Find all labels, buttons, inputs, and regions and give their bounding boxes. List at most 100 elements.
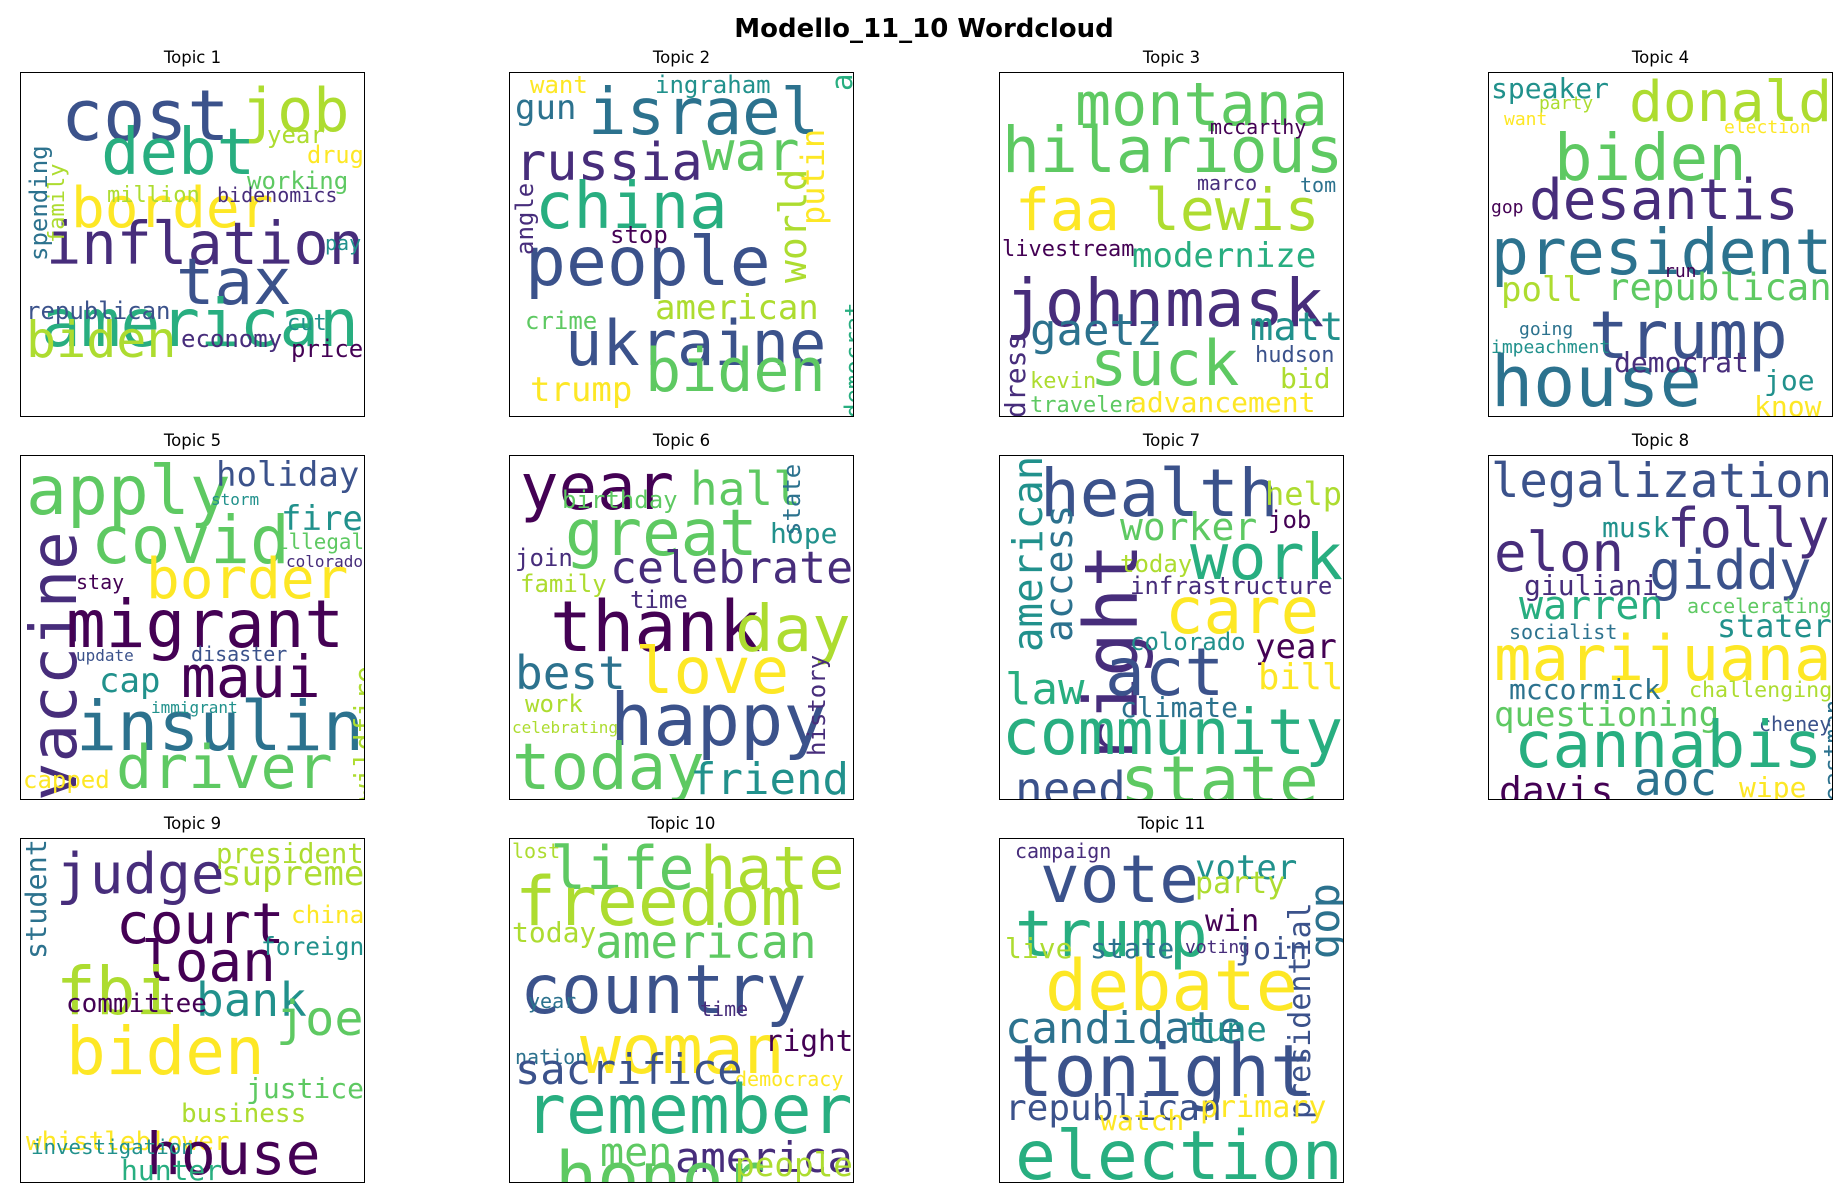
word-maui: maui — [181, 643, 321, 711]
word-hall: hall — [690, 462, 801, 516]
word-cannabis: cannabis — [1514, 709, 1823, 783]
word-montana: montana — [1075, 72, 1328, 140]
word-history: history — [803, 654, 831, 756]
topic-9-wordcloud: judge president supreme student court china lo… — [20, 838, 365, 1183]
word-foreign: foreign — [261, 932, 365, 961]
word-help: help — [1265, 475, 1343, 513]
word-ukraine: ukraine — [565, 307, 827, 380]
topic-3-title: Topic 3 — [1142, 48, 1201, 67]
word-wildfire: wildfire — [348, 666, 365, 800]
word-insulin: insulin — [76, 688, 364, 767]
word-marco: marco — [1197, 171, 1258, 195]
word-health: health — [1040, 455, 1279, 532]
word-whistleblower: whistleblower — [26, 1127, 230, 1157]
word-mccormick: mccormick — [1509, 673, 1661, 706]
word-biden: biden — [26, 311, 177, 369]
word-going: going — [1519, 319, 1574, 340]
word-business: business — [181, 1099, 307, 1129]
word-disaster: disaster — [191, 642, 288, 666]
word-lost: lost — [512, 839, 561, 863]
topic-2-title: Topic 2 — [652, 48, 711, 67]
word-woman: woman — [580, 1011, 785, 1090]
word-inflation: inflation — [46, 210, 364, 278]
topic-7-title: Topic 7 — [1142, 431, 1201, 450]
word-party: party — [1195, 866, 1286, 901]
word-celebrate: celebrate — [610, 541, 854, 594]
topic-3-wordcloud: montana hilarious faa lewis john mask suck gaet… — [999, 72, 1344, 417]
topic-6-wordcloud: year great hall celebrate thank day love happy t… — [509, 455, 854, 800]
word-border: border — [146, 547, 349, 612]
word-best: best — [515, 646, 626, 700]
topic-8-title: Topic 8 — [1631, 431, 1690, 450]
word-democrat: democrat — [840, 302, 854, 417]
word-biden: biden — [645, 336, 826, 406]
word-committee: committee — [66, 989, 207, 1019]
word-migrant: migrant — [66, 586, 345, 663]
word-america: america — [825, 73, 853, 91]
topic-5-title: Topic 5 — [163, 431, 222, 450]
word-tax: tax — [176, 246, 292, 320]
word-mask: mask — [1165, 265, 1324, 342]
word-run: run — [1664, 261, 1697, 282]
word-act: act — [1105, 634, 1225, 711]
word-loan: loan — [141, 930, 276, 995]
word-court: court — [116, 892, 285, 957]
word-holiday: holiday — [216, 455, 360, 495]
word-million: million — [107, 183, 200, 208]
word-crime: crime — [525, 307, 598, 335]
word-capped: capped — [23, 766, 110, 794]
topic-1-wordcloud: cost job debt border inflation tax american bid… — [20, 72, 365, 417]
word-remember: remember — [525, 1071, 853, 1150]
topic-4-title: Topic 4 — [1631, 48, 1690, 67]
word-russia: russia — [515, 133, 703, 193]
word-people: people — [525, 223, 771, 302]
word-today: today — [1120, 550, 1193, 578]
topic-7-wordcloud: health help worker job american access right wo… — [999, 455, 1344, 800]
word-challenging: challenging — [1689, 678, 1833, 703]
word-speaker: speaker — [1491, 72, 1610, 105]
word-work: work — [525, 690, 583, 718]
word-biden: biden — [66, 1013, 265, 1090]
word-hunter: hunter — [121, 1154, 223, 1183]
word-watch: watch — [1100, 1104, 1185, 1137]
word-price: price — [291, 335, 364, 363]
word-stay: stay — [76, 570, 125, 594]
word-justice: justice — [246, 1072, 365, 1105]
word-election: election — [1724, 117, 1811, 138]
word-join: join — [1235, 932, 1308, 967]
word-elon: elon — [1494, 521, 1625, 584]
word-spending: spending — [25, 145, 53, 261]
word-donald: donald — [1629, 72, 1833, 135]
word-pay: pay — [325, 231, 362, 255]
word-voting: voting — [1185, 937, 1251, 958]
word-ingraham: ingraham — [655, 72, 771, 99]
word-joe: joe — [276, 991, 364, 1047]
word-year: year — [528, 989, 577, 1013]
word-biden: biden — [1554, 122, 1747, 196]
topic-10-wordcloud: life hate lost freedom today american day count… — [509, 838, 854, 1183]
word-davis: davis — [1499, 769, 1614, 800]
word-socialist: socialist — [1509, 620, 1618, 644]
word-gop: gop — [1491, 197, 1524, 218]
word-marijuana: marijuana — [1494, 622, 1832, 695]
word-country: country — [520, 951, 807, 1030]
topic-11-wordcloud: campaign vote voter gop trump party win live sta… — [999, 838, 1344, 1183]
word-wipe: wipe — [1739, 771, 1807, 800]
word-republican: republican — [1005, 1088, 1222, 1129]
word-giddy: giddy — [1649, 539, 1812, 602]
word-border: border — [71, 176, 274, 241]
word-musk: musk — [1602, 511, 1670, 544]
word-state: state — [778, 463, 806, 536]
word-dress: dress — [999, 333, 1032, 417]
word-year: year — [1255, 627, 1337, 667]
word-supreme: supreme — [221, 854, 365, 894]
word-community: community — [1002, 696, 1344, 769]
word-trump: trump — [1015, 898, 1208, 972]
word-questioning: questioning — [1494, 695, 1720, 735]
topic-8-wordcloud: legalization folly elon musk eastman giddy giu… — [1488, 455, 1833, 800]
word-friend: friend — [690, 754, 849, 800]
word-climate: climate — [1120, 691, 1239, 724]
word-cost: cost — [61, 75, 230, 157]
word-impeachment: impeachment — [1491, 337, 1611, 358]
